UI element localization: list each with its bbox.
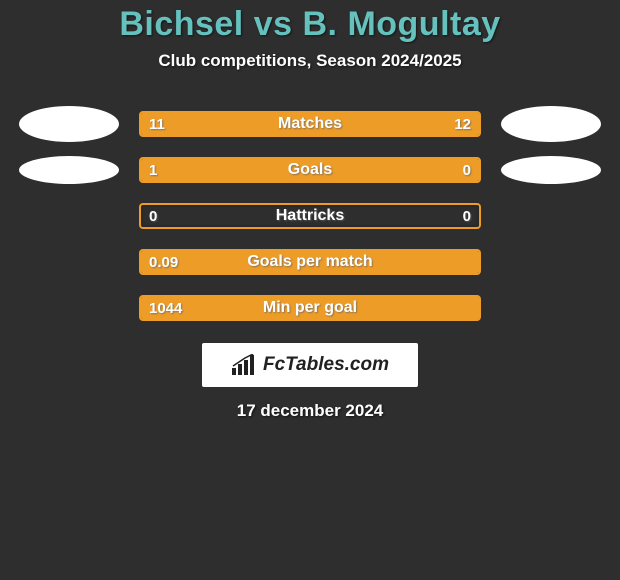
stat-bar: 00Hattricks — [139, 203, 481, 229]
chart-icon — [231, 354, 257, 376]
stat-label: Goals — [141, 159, 479, 181]
stats-list: 1112Matches 10Goals 00Hattricks 0.09Goals p… — [19, 101, 601, 331]
player-left-avatar — [19, 156, 119, 184]
stat-label: Matches — [141, 113, 479, 135]
page-title: Bichsel vs B. Mogultay — [119, 6, 500, 43]
stat-bar: 1112Matches — [139, 111, 481, 137]
player-right-avatar — [501, 106, 601, 142]
title-vs: vs — [254, 5, 293, 43]
stat-bar: 10Goals — [139, 157, 481, 183]
logo-box: FcTables.com — [202, 343, 418, 387]
title-player-left: Bichsel — [119, 5, 243, 43]
stat-row: 0.09Goals per match — [19, 239, 601, 285]
player-right-avatar — [501, 156, 601, 184]
stat-label: Min per goal — [141, 297, 479, 319]
stat-row: 10Goals — [19, 147, 601, 193]
stat-row: 1112Matches — [19, 101, 601, 147]
infographic-container: Bichsel vs B. Mogultay Club competitions… — [0, 0, 620, 580]
subtitle: Club competitions, Season 2024/2025 — [158, 51, 461, 71]
stat-bar: 0.09Goals per match — [139, 249, 481, 275]
stat-row: 1044Min per goal — [19, 285, 601, 331]
title-player-right: B. Mogultay — [303, 5, 501, 43]
stat-bar: 1044Min per goal — [139, 295, 481, 321]
date-text: 17 december 2024 — [237, 401, 384, 421]
stat-row: 00Hattricks — [19, 193, 601, 239]
stat-label: Goals per match — [141, 251, 479, 273]
player-left-avatar — [19, 106, 119, 142]
stat-label: Hattricks — [141, 205, 479, 227]
logo-text: FcTables.com — [263, 354, 389, 376]
